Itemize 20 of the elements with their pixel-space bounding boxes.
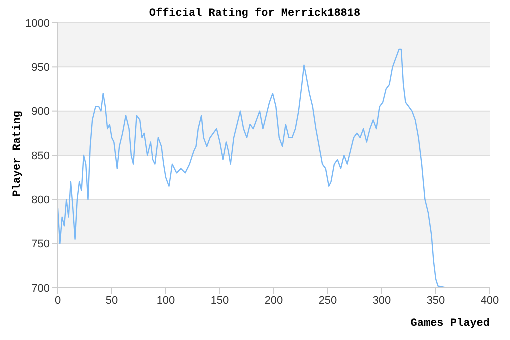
x-tick-label: 200 xyxy=(264,294,284,307)
x-tick-label: 250 xyxy=(318,294,338,307)
x-tick-label: 0 xyxy=(54,294,62,307)
y-tick-label: 800 xyxy=(32,194,50,207)
x-tick-label: 100 xyxy=(156,294,176,307)
x-tick-label: 400 xyxy=(480,294,500,307)
y-tick-label: 900 xyxy=(32,106,50,118)
line-series xyxy=(58,48,448,288)
y-tick-label: 950 xyxy=(32,62,50,74)
y-tick-label: 1000 xyxy=(26,18,50,30)
y-tick-label: 750 xyxy=(32,238,50,251)
chart-title: Official Rating for Merrick18818 xyxy=(149,8,361,20)
x-tick-label: 50 xyxy=(106,294,118,307)
x-tick-label: 300 xyxy=(372,294,392,307)
x-axis-title: Games Played xyxy=(410,318,490,330)
x-tick-label: 350 xyxy=(426,294,446,307)
x-tick-label: 150 xyxy=(210,294,230,307)
y-tick-label: 700 xyxy=(32,282,50,295)
y-tick-label: 850 xyxy=(32,150,50,162)
y-axis-title: Player Rating xyxy=(12,110,24,199)
